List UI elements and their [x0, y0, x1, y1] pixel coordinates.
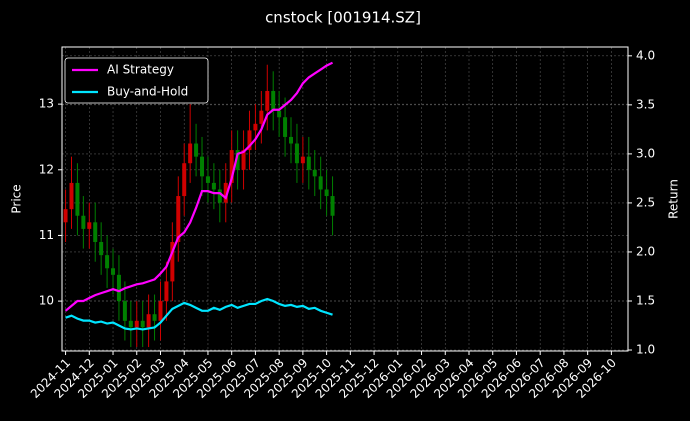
candle-body [87, 222, 92, 229]
candle-body [235, 150, 240, 170]
candle-body [223, 182, 228, 203]
line-series [65, 297, 333, 331]
candle-body [229, 150, 234, 183]
candle-body [253, 123, 258, 131]
y-tick-label: 13 [39, 97, 54, 111]
candle-body [283, 117, 288, 137]
candle-body [312, 169, 317, 177]
line-series [64, 61, 334, 312]
candle-body [318, 176, 323, 190]
candle-body [122, 301, 127, 321]
candle-body [134, 320, 139, 328]
y-axis-label: Price [10, 184, 24, 213]
candle-body [158, 301, 163, 321]
candle-body [289, 136, 294, 144]
candle-body [306, 156, 311, 170]
y2-axis-label: Return [667, 179, 681, 219]
candle-body [277, 110, 282, 118]
candle-body [111, 268, 116, 275]
candle-body [188, 143, 193, 164]
candle-body [105, 255, 110, 269]
candle-body [330, 196, 335, 216]
candle-body [259, 110, 264, 124]
y2-tick-label: 2.5 [636, 195, 655, 209]
candle-body [205, 176, 210, 183]
candle-body [271, 90, 276, 111]
legend: AI Strategy Buy-and-Hold [64, 57, 209, 104]
candle-body [81, 215, 86, 229]
candle-body [170, 242, 175, 282]
candle-body [194, 143, 199, 157]
plot-frame [61, 46, 629, 352]
candle-body [93, 222, 98, 243]
candle-body [265, 90, 270, 111]
candle-body [69, 182, 74, 210]
candle-body [152, 314, 157, 321]
y2-tick-label: 2.0 [636, 244, 655, 258]
candle-body [247, 130, 252, 151]
candle-body [294, 143, 299, 164]
candle-body [324, 189, 329, 197]
candle-body [99, 242, 104, 256]
candle-body [146, 314, 151, 328]
y2-tick-label: 4.0 [636, 48, 655, 62]
candle-body [211, 182, 216, 190]
legend-label: Buy-and-Hold [107, 85, 188, 99]
y2-tick-label: 3.0 [636, 146, 655, 160]
candle-body [217, 189, 222, 203]
candle-body [63, 209, 68, 223]
candle-body [75, 182, 80, 216]
candle-body [300, 156, 305, 164]
y2-tick-label: 1.0 [636, 343, 655, 357]
candle-body [182, 163, 187, 197]
candle-body [164, 281, 169, 302]
candle-body [241, 150, 246, 170]
y2-tick-label: 3.5 [636, 97, 655, 111]
candle-body [116, 274, 121, 302]
y-tick-label: 11 [39, 228, 54, 242]
y-tick-label: 10 [39, 294, 54, 308]
y-tick-label: 12 [39, 162, 54, 176]
chart-title: cnstock [001914.SZ] [265, 9, 421, 27]
candle-body [128, 320, 133, 328]
candle-body [140, 320, 145, 328]
legend-box [64, 57, 209, 104]
y2-tick-label: 1.5 [636, 293, 655, 307]
legend-label: AI Strategy [107, 63, 174, 77]
candle-body [176, 196, 181, 243]
candle-body [200, 156, 205, 177]
